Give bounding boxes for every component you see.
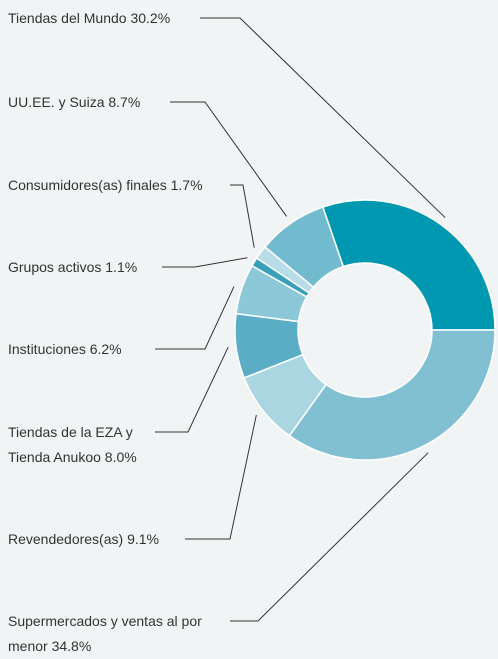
category-label: Tiendas del Mundo [8,9,127,26]
donut-segment [321,199,496,331]
leader-line [200,17,446,219]
donut-segment [288,329,496,461]
segment-label: Tiendas de la EZA y Tienda Anukoo 8.0% [8,420,158,470]
category-label: Tiendas de la EZA y Tienda Anukoo [8,423,133,465]
segment-label: Tiendas del Mundo 30.2% [8,6,208,31]
value-label: 8.7% [108,93,141,110]
leader-line [230,184,255,248]
value-label: 1.7% [170,176,203,193]
segment-label: UU.EE. y Suiza 8.7% [8,90,178,115]
segment-label: Consumidores(as) finales 1.7% [8,173,238,198]
category-label: Revendedores(as) [8,530,124,547]
value-label: 30.2% [130,9,171,26]
value-label: 9.1% [127,530,159,547]
segment-label: Supermercados y ventas al por menor 34.8… [8,609,233,659]
leader-line [230,452,429,622]
category-label: Instituciones [8,340,86,357]
leader-line [185,414,257,540]
segment-label: Grupos activos 1.1% [8,255,168,280]
value-label: 6.2% [89,340,122,357]
value-label: 34.8% [51,637,92,654]
value-label: 8.0% [104,448,137,465]
category-label: Consumidores(as) finales [8,176,167,193]
category-label: Supermercados y ventas al por menor [8,612,202,654]
leader-line [162,257,248,268]
leader-line [155,347,229,433]
segment-label: Revendedores(as) 9.1% [8,527,188,552]
category-label: UU.EE. y Suiza [8,93,105,110]
leader-line [170,101,287,217]
value-label: 1.1% [105,258,138,275]
leader-line [155,286,235,350]
segment-label: Instituciones 6.2% [8,337,158,362]
category-label: Grupos activos [8,258,102,275]
